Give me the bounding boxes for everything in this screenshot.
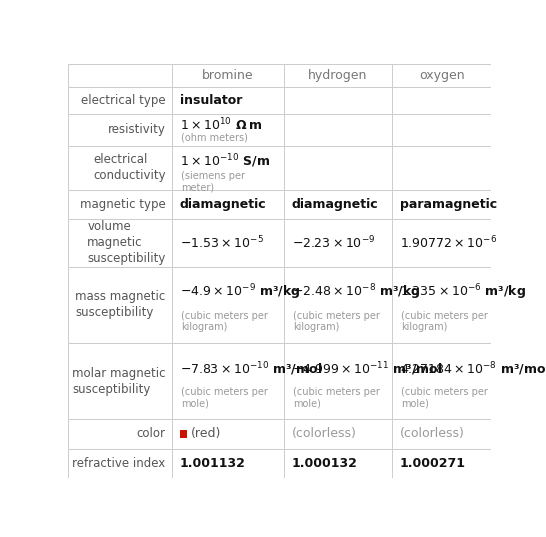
Text: 1.000132: 1.000132 bbox=[292, 457, 358, 470]
Text: (cubic meters per
mole): (cubic meters per mole) bbox=[293, 387, 380, 409]
Text: paramagnetic: paramagnetic bbox=[400, 198, 497, 211]
Text: molar magnetic
susceptibility: molar magnetic susceptibility bbox=[72, 366, 166, 396]
Text: $-2.23\times10^{-9}$: $-2.23\times10^{-9}$ bbox=[292, 235, 375, 251]
Text: (colorless): (colorless) bbox=[292, 427, 357, 440]
Text: (colorless): (colorless) bbox=[400, 427, 465, 440]
Text: $-4.999\times10^{-11}$ m³/mol: $-4.999\times10^{-11}$ m³/mol bbox=[292, 360, 442, 378]
Text: $-1.53\times10^{-5}$: $-1.53\times10^{-5}$ bbox=[180, 235, 264, 251]
Text: (ohm meters): (ohm meters) bbox=[181, 133, 248, 142]
Text: (red): (red) bbox=[191, 427, 222, 440]
Text: (cubic meters per
kilogram): (cubic meters per kilogram) bbox=[181, 311, 268, 332]
Text: 1.001132: 1.001132 bbox=[180, 457, 246, 470]
Text: electrical
conductivity: electrical conductivity bbox=[93, 153, 166, 183]
Text: diamagnetic: diamagnetic bbox=[292, 198, 378, 211]
Text: (siemens per
meter): (siemens per meter) bbox=[181, 171, 245, 193]
Text: diamagnetic: diamagnetic bbox=[180, 198, 266, 211]
Text: hydrogen: hydrogen bbox=[308, 69, 367, 82]
Text: bromine: bromine bbox=[202, 69, 254, 82]
Text: $-7.83\times10^{-10}$ m³/mol: $-7.83\times10^{-10}$ m³/mol bbox=[180, 360, 322, 378]
Text: refractive index: refractive index bbox=[73, 457, 166, 470]
Text: $1\times10^{-10}$ S/m: $1\times10^{-10}$ S/m bbox=[180, 152, 270, 170]
Text: mass magnetic
susceptibility: mass magnetic susceptibility bbox=[75, 290, 166, 319]
Text: (cubic meters per
mole): (cubic meters per mole) bbox=[401, 387, 488, 409]
Text: (cubic meters per
mole): (cubic meters per mole) bbox=[181, 387, 268, 409]
Text: (cubic meters per
kilogram): (cubic meters per kilogram) bbox=[401, 311, 488, 332]
Text: $-4.9\times10^{-9}$ m³/kg: $-4.9\times10^{-9}$ m³/kg bbox=[180, 282, 300, 302]
Text: resistivity: resistivity bbox=[108, 124, 166, 136]
Text: $-2.48\times10^{-8}$ m³/kg: $-2.48\times10^{-8}$ m³/kg bbox=[292, 282, 420, 302]
Text: color: color bbox=[136, 427, 166, 440]
Text: volume
magnetic
susceptibility: volume magnetic susceptibility bbox=[87, 220, 166, 265]
Text: $4.27184\times10^{-8}$ m³/mol: $4.27184\times10^{-8}$ m³/mol bbox=[400, 360, 546, 378]
Text: (cubic meters per
kilogram): (cubic meters per kilogram) bbox=[293, 311, 380, 332]
Text: $1.90772\times10^{-6}$: $1.90772\times10^{-6}$ bbox=[400, 235, 497, 251]
Text: insulator: insulator bbox=[180, 94, 242, 107]
Text: $1.335\times10^{-6}$ m³/kg: $1.335\times10^{-6}$ m³/kg bbox=[400, 282, 526, 302]
Bar bbox=[180, 430, 187, 438]
Text: 1.000271: 1.000271 bbox=[400, 457, 466, 470]
Text: $1\times10^{10}$ Ω m: $1\times10^{10}$ Ω m bbox=[180, 117, 262, 133]
Text: oxygen: oxygen bbox=[419, 69, 465, 82]
Text: electrical type: electrical type bbox=[81, 94, 166, 107]
Text: magnetic type: magnetic type bbox=[80, 198, 166, 211]
